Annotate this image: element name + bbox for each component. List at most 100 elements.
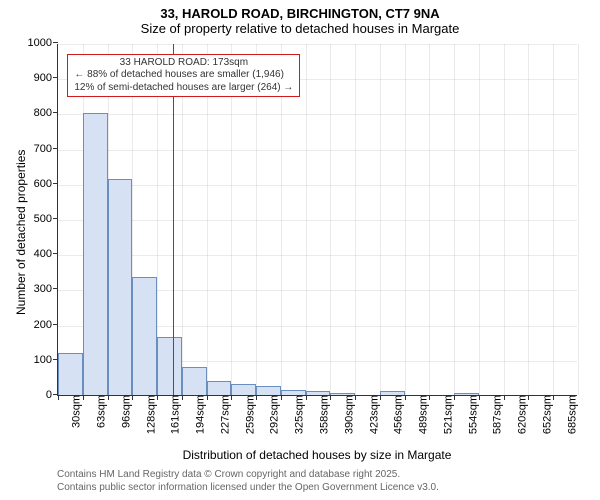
- x-tick-label: 194sqm: [189, 395, 207, 434]
- x-tick-mark: [454, 395, 455, 400]
- y-tick-mark: [53, 77, 58, 78]
- y-tick-mark: [53, 42, 58, 43]
- x-tick-mark: [132, 395, 133, 400]
- x-tick-label: 521sqm: [436, 395, 454, 434]
- x-tick-label: 554sqm: [461, 395, 479, 434]
- y-tick-label: 1000: [28, 37, 58, 49]
- x-tick-label: 423sqm: [362, 395, 380, 434]
- gridline-v: [528, 44, 529, 395]
- y-tick-mark: [53, 253, 58, 254]
- x-tick-mark: [157, 395, 158, 400]
- x-tick-mark: [256, 395, 257, 400]
- gridline-h: [58, 220, 577, 221]
- y-tick-label: 800: [34, 107, 58, 119]
- y-tick-mark: [53, 183, 58, 184]
- y-tick-label: 200: [34, 319, 58, 331]
- y-tick-label: 0: [46, 389, 58, 401]
- x-tick-label: 358sqm: [313, 395, 331, 434]
- x-tick-label: 227sqm: [213, 395, 231, 434]
- x-tick-mark: [504, 395, 505, 400]
- y-tick-label: 300: [34, 283, 58, 295]
- histogram-bar: [132, 277, 157, 395]
- x-tick-mark: [330, 395, 331, 400]
- callout-line3: 12% of semi-detached houses are larger (…: [74, 82, 293, 95]
- gridline-v: [405, 44, 406, 395]
- attribution-line1: Contains HM Land Registry data © Crown c…: [57, 468, 439, 481]
- title-address: 33, HAROLD ROAD, BIRCHINGTON, CT7 9NA: [0, 6, 600, 21]
- x-tick-mark: [83, 395, 84, 400]
- gridline-h: [58, 114, 577, 115]
- x-tick-mark: [553, 395, 554, 400]
- y-tick-mark: [53, 218, 58, 219]
- x-tick-mark: [380, 395, 381, 400]
- gridline-v: [454, 44, 455, 395]
- x-tick-mark: [355, 395, 356, 400]
- chart-title: 33, HAROLD ROAD, BIRCHINGTON, CT7 9NA Si…: [0, 0, 600, 36]
- callout-box: 33 HAROLD ROAD: 173sqm← 88% of detached …: [67, 54, 300, 98]
- y-tick-mark: [53, 148, 58, 149]
- x-tick-label: 456sqm: [387, 395, 405, 434]
- gridline-v: [330, 44, 331, 395]
- attribution-line2: Contains public sector information licen…: [57, 481, 439, 494]
- y-tick-label: 700: [34, 143, 58, 155]
- x-tick-mark: [58, 395, 59, 400]
- x-tick-label: 259sqm: [238, 395, 256, 434]
- histogram-bar: [83, 113, 108, 395]
- histogram-bar: [207, 381, 232, 395]
- x-tick-mark: [306, 395, 307, 400]
- gridline-v: [504, 44, 505, 395]
- y-axis-title: Number of detached properties: [14, 150, 28, 315]
- x-tick-mark: [528, 395, 529, 400]
- callout-line1: 33 HAROLD ROAD: 173sqm: [74, 57, 293, 70]
- gridline-v: [306, 44, 307, 395]
- x-tick-label: 652sqm: [535, 395, 553, 434]
- y-tick-mark: [53, 324, 58, 325]
- x-tick-label: 292sqm: [263, 395, 281, 434]
- x-tick-label: 63sqm: [90, 395, 108, 428]
- y-tick-mark: [53, 288, 58, 289]
- title-subtitle: Size of property relative to detached ho…: [0, 21, 600, 36]
- histogram-bar: [108, 179, 133, 395]
- x-tick-label: 587sqm: [486, 395, 504, 434]
- y-tick-label: 900: [34, 72, 58, 84]
- histogram-bar: [157, 337, 182, 395]
- x-tick-mark: [108, 395, 109, 400]
- x-tick-mark: [479, 395, 480, 400]
- plot-area: 0100200300400500600700800900100030sqm63s…: [57, 44, 577, 396]
- histogram-bar: [182, 367, 207, 395]
- histogram-bar: [58, 353, 83, 395]
- y-tick-label: 100: [34, 354, 58, 366]
- x-tick-label: 96sqm: [114, 395, 132, 428]
- y-tick-label: 500: [34, 213, 58, 225]
- gridline-h: [58, 185, 577, 186]
- x-tick-label: 620sqm: [511, 395, 529, 434]
- x-tick-label: 325sqm: [288, 395, 306, 434]
- x-tick-label: 128sqm: [139, 395, 157, 434]
- x-tick-mark: [207, 395, 208, 400]
- y-tick-mark: [53, 112, 58, 113]
- x-tick-mark: [182, 395, 183, 400]
- gridline-h: [58, 150, 577, 151]
- y-tick-label: 600: [34, 178, 58, 190]
- x-tick-mark: [405, 395, 406, 400]
- gridline-v: [429, 44, 430, 395]
- x-tick-mark: [281, 395, 282, 400]
- gridline-h: [58, 44, 577, 45]
- gridline-v: [355, 44, 356, 395]
- gridline-h: [58, 255, 577, 256]
- x-tick-label: 30sqm: [65, 395, 83, 428]
- callout-line2: ← 88% of detached houses are smaller (1,…: [74, 69, 293, 82]
- y-tick-label: 400: [34, 248, 58, 260]
- histogram-bar: [231, 384, 256, 395]
- x-tick-label: 390sqm: [337, 395, 355, 434]
- gridline-v: [578, 44, 579, 395]
- x-tick-label: 161sqm: [164, 395, 182, 434]
- x-axis-title: Distribution of detached houses by size …: [57, 448, 577, 462]
- attribution: Contains HM Land Registry data © Crown c…: [57, 468, 439, 494]
- gridline-v: [479, 44, 480, 395]
- x-tick-label: 685sqm: [560, 395, 578, 434]
- histogram-bar: [256, 386, 281, 395]
- x-tick-mark: [231, 395, 232, 400]
- x-tick-label: 489sqm: [412, 395, 430, 434]
- gridline-v: [380, 44, 381, 395]
